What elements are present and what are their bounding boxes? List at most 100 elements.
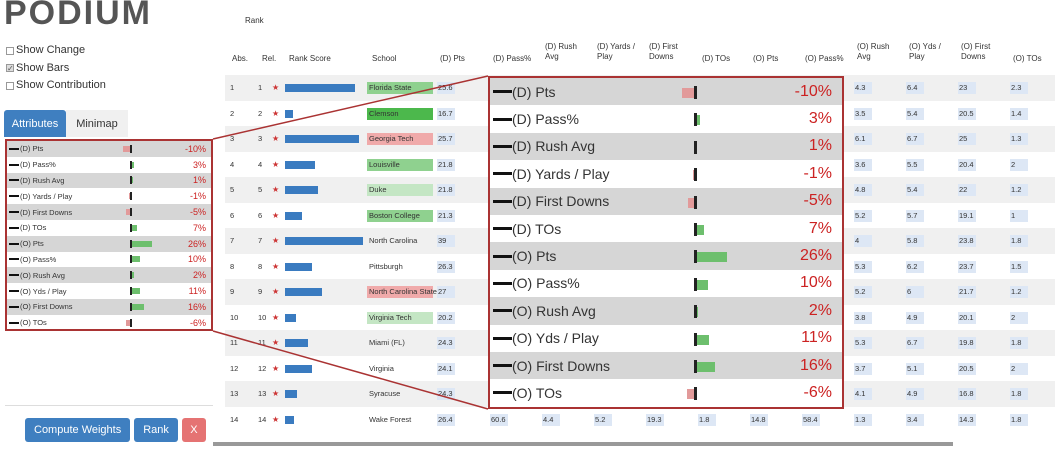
- attribute-row[interactable]: (D) TOs 7%: [7, 220, 211, 236]
- attribute-row[interactable]: (D) Pass% 3%: [7, 157, 211, 173]
- weight-bar[interactable]: [122, 176, 162, 185]
- weight-bar[interactable]: [680, 387, 740, 401]
- attribute-row[interactable]: (O) Pts 26%: [7, 235, 211, 252]
- header-o-yds[interactable]: (O) Yds / Play: [909, 42, 941, 61]
- attribute-row[interactable]: (D) Rush Avg 1%: [490, 132, 842, 161]
- attribute-row[interactable]: (O) Pass% 10%: [7, 252, 211, 268]
- header-d-pass[interactable]: (D) Pass%: [493, 54, 532, 63]
- attribute-row[interactable]: (O) First Downs 16%: [7, 298, 211, 315]
- table-row[interactable]: 8 8 ★ Pittsburgh 26.3 5.3 6.2 23.7 1.5: [225, 254, 1055, 280]
- header-d-tos[interactable]: (D) TOs: [702, 54, 731, 63]
- star-icon[interactable]: ★: [272, 261, 280, 271]
- show-bars-option[interactable]: ✓ Show Bars: [6, 60, 106, 78]
- compute-weights-button[interactable]: Compute Weights: [25, 418, 131, 442]
- star-icon[interactable]: ★: [272, 108, 280, 118]
- attribute-row[interactable]: (D) Pts -10%: [7, 141, 211, 157]
- attribute-row[interactable]: (O) Pts 26%: [490, 242, 842, 270]
- star-icon[interactable]: ★: [272, 83, 280, 93]
- drag-handle-icon[interactable]: [493, 172, 512, 176]
- header-d-yds[interactable]: (D) Yards / Play: [597, 42, 635, 61]
- weight-bar[interactable]: [122, 192, 162, 201]
- attribute-row[interactable]: (O) First Downs 16%: [490, 351, 842, 380]
- drag-handle-icon[interactable]: [9, 258, 19, 261]
- star-icon[interactable]: ★: [272, 338, 280, 348]
- header-abs[interactable]: Abs.: [232, 54, 249, 63]
- header-o-rush[interactable]: (O) Rush Avg: [857, 42, 890, 61]
- header-o-pass[interactable]: (O) Pass%: [805, 54, 844, 63]
- header-d-rush[interactable]: (D) Rush Avg: [545, 42, 578, 61]
- weight-bar[interactable]: [680, 195, 740, 209]
- header-d-fd[interactable]: (D) First Downs: [649, 42, 678, 61]
- star-icon[interactable]: ★: [272, 210, 280, 220]
- weight-bar[interactable]: [680, 140, 740, 154]
- header-o-fd[interactable]: (O) First Downs: [961, 42, 991, 61]
- weight-bar[interactable]: [122, 302, 162, 311]
- drag-handle-icon[interactable]: [9, 274, 19, 277]
- star-icon[interactable]: ★: [272, 312, 280, 322]
- drag-handle-icon[interactable]: [9, 211, 19, 214]
- header-o-pts[interactable]: (O) Pts: [753, 54, 779, 63]
- weight-bar[interactable]: [122, 144, 162, 153]
- header-rel[interactable]: Rel.: [262, 54, 277, 63]
- drag-handle-icon[interactable]: [493, 199, 512, 203]
- show-contribution-option[interactable]: Show Contribution: [6, 77, 106, 95]
- attribute-row[interactable]: (D) Pts -10%: [490, 78, 842, 106]
- attribute-row[interactable]: (D) TOs 7%: [490, 215, 842, 242]
- horizontal-scrollbar[interactable]: [213, 442, 953, 446]
- table-row[interactable]: 10 10 ★ Virginia Tech 20.2 3.8 4.9 20.1 2: [225, 305, 1055, 331]
- attribute-row[interactable]: (D) Rush Avg 1%: [7, 172, 211, 189]
- drag-handle-icon[interactable]: [493, 336, 512, 340]
- weight-bar[interactable]: [680, 305, 740, 319]
- drag-handle-icon[interactable]: [9, 179, 19, 182]
- show-contribution-checkbox[interactable]: [6, 81, 14, 90]
- drag-handle-icon[interactable]: [9, 290, 19, 293]
- drag-handle-icon[interactable]: [493, 364, 512, 368]
- attribute-row[interactable]: (D) First Downs -5%: [490, 187, 842, 215]
- drag-handle-icon[interactable]: [493, 227, 512, 231]
- show-change-option[interactable]: Show Change: [6, 42, 106, 60]
- weight-bar[interactable]: [122, 271, 162, 280]
- drag-handle-icon[interactable]: [9, 226, 19, 229]
- attribute-row[interactable]: (O) Yds / Play 11%: [490, 325, 842, 352]
- star-icon[interactable]: ★: [272, 414, 280, 424]
- rank-button[interactable]: Rank: [134, 418, 178, 442]
- drag-handle-icon[interactable]: [9, 321, 19, 324]
- attribute-row[interactable]: (O) TOs -6%: [490, 379, 842, 406]
- weight-bar[interactable]: [122, 223, 162, 232]
- weight-bar[interactable]: [680, 332, 740, 346]
- drag-handle-icon[interactable]: [493, 391, 512, 395]
- weight-bar[interactable]: [122, 160, 162, 169]
- drag-handle-icon[interactable]: [9, 305, 19, 308]
- table-row[interactable]: 14 14 ★ Wake Forest 26.4 60.6 4.4 5.2 19.3 1.8 14.…: [225, 407, 1055, 433]
- weight-bar[interactable]: [680, 359, 740, 373]
- header-d-pts[interactable]: (D) Pts: [440, 54, 465, 63]
- attribute-row[interactable]: (D) Yards / Play -1%: [490, 160, 842, 187]
- drag-handle-icon[interactable]: [493, 144, 512, 148]
- attribute-row[interactable]: (D) Pass% 3%: [490, 105, 842, 132]
- attribute-row[interactable]: (O) TOs -6%: [7, 315, 211, 331]
- weight-bar[interactable]: [680, 113, 740, 127]
- star-icon[interactable]: ★: [272, 363, 280, 373]
- drag-handle-icon[interactable]: [9, 163, 19, 166]
- attribute-row[interactable]: (O) Yds / Play 11%: [7, 283, 211, 299]
- drag-handle-icon[interactable]: [493, 281, 512, 285]
- drag-handle-icon[interactable]: [493, 309, 512, 313]
- header-o-tos[interactable]: (O) TOs: [1013, 54, 1042, 63]
- star-icon[interactable]: ★: [272, 185, 280, 195]
- close-button[interactable]: X: [181, 418, 206, 442]
- show-bars-checkbox[interactable]: ✓: [6, 64, 14, 74]
- weight-bar[interactable]: [680, 222, 740, 236]
- attribute-row[interactable]: (O) Rush Avg 2%: [7, 267, 211, 284]
- show-change-checkbox[interactable]: [6, 46, 14, 55]
- weight-bar[interactable]: [680, 250, 740, 264]
- weight-bar[interactable]: [122, 287, 162, 296]
- table-row[interactable]: 6 6 ★ Boston College 21.3 5.2 5.7 19.1 1: [225, 203, 1055, 229]
- star-icon[interactable]: ★: [272, 287, 280, 297]
- star-icon[interactable]: ★: [272, 389, 280, 399]
- weight-bar[interactable]: [122, 255, 162, 264]
- attribute-row[interactable]: (O) Rush Avg 2%: [490, 297, 842, 325]
- drag-handle-icon[interactable]: [493, 254, 512, 258]
- drag-handle-icon[interactable]: [493, 117, 512, 121]
- drag-handle-icon[interactable]: [9, 147, 19, 150]
- star-icon[interactable]: ★: [272, 134, 280, 144]
